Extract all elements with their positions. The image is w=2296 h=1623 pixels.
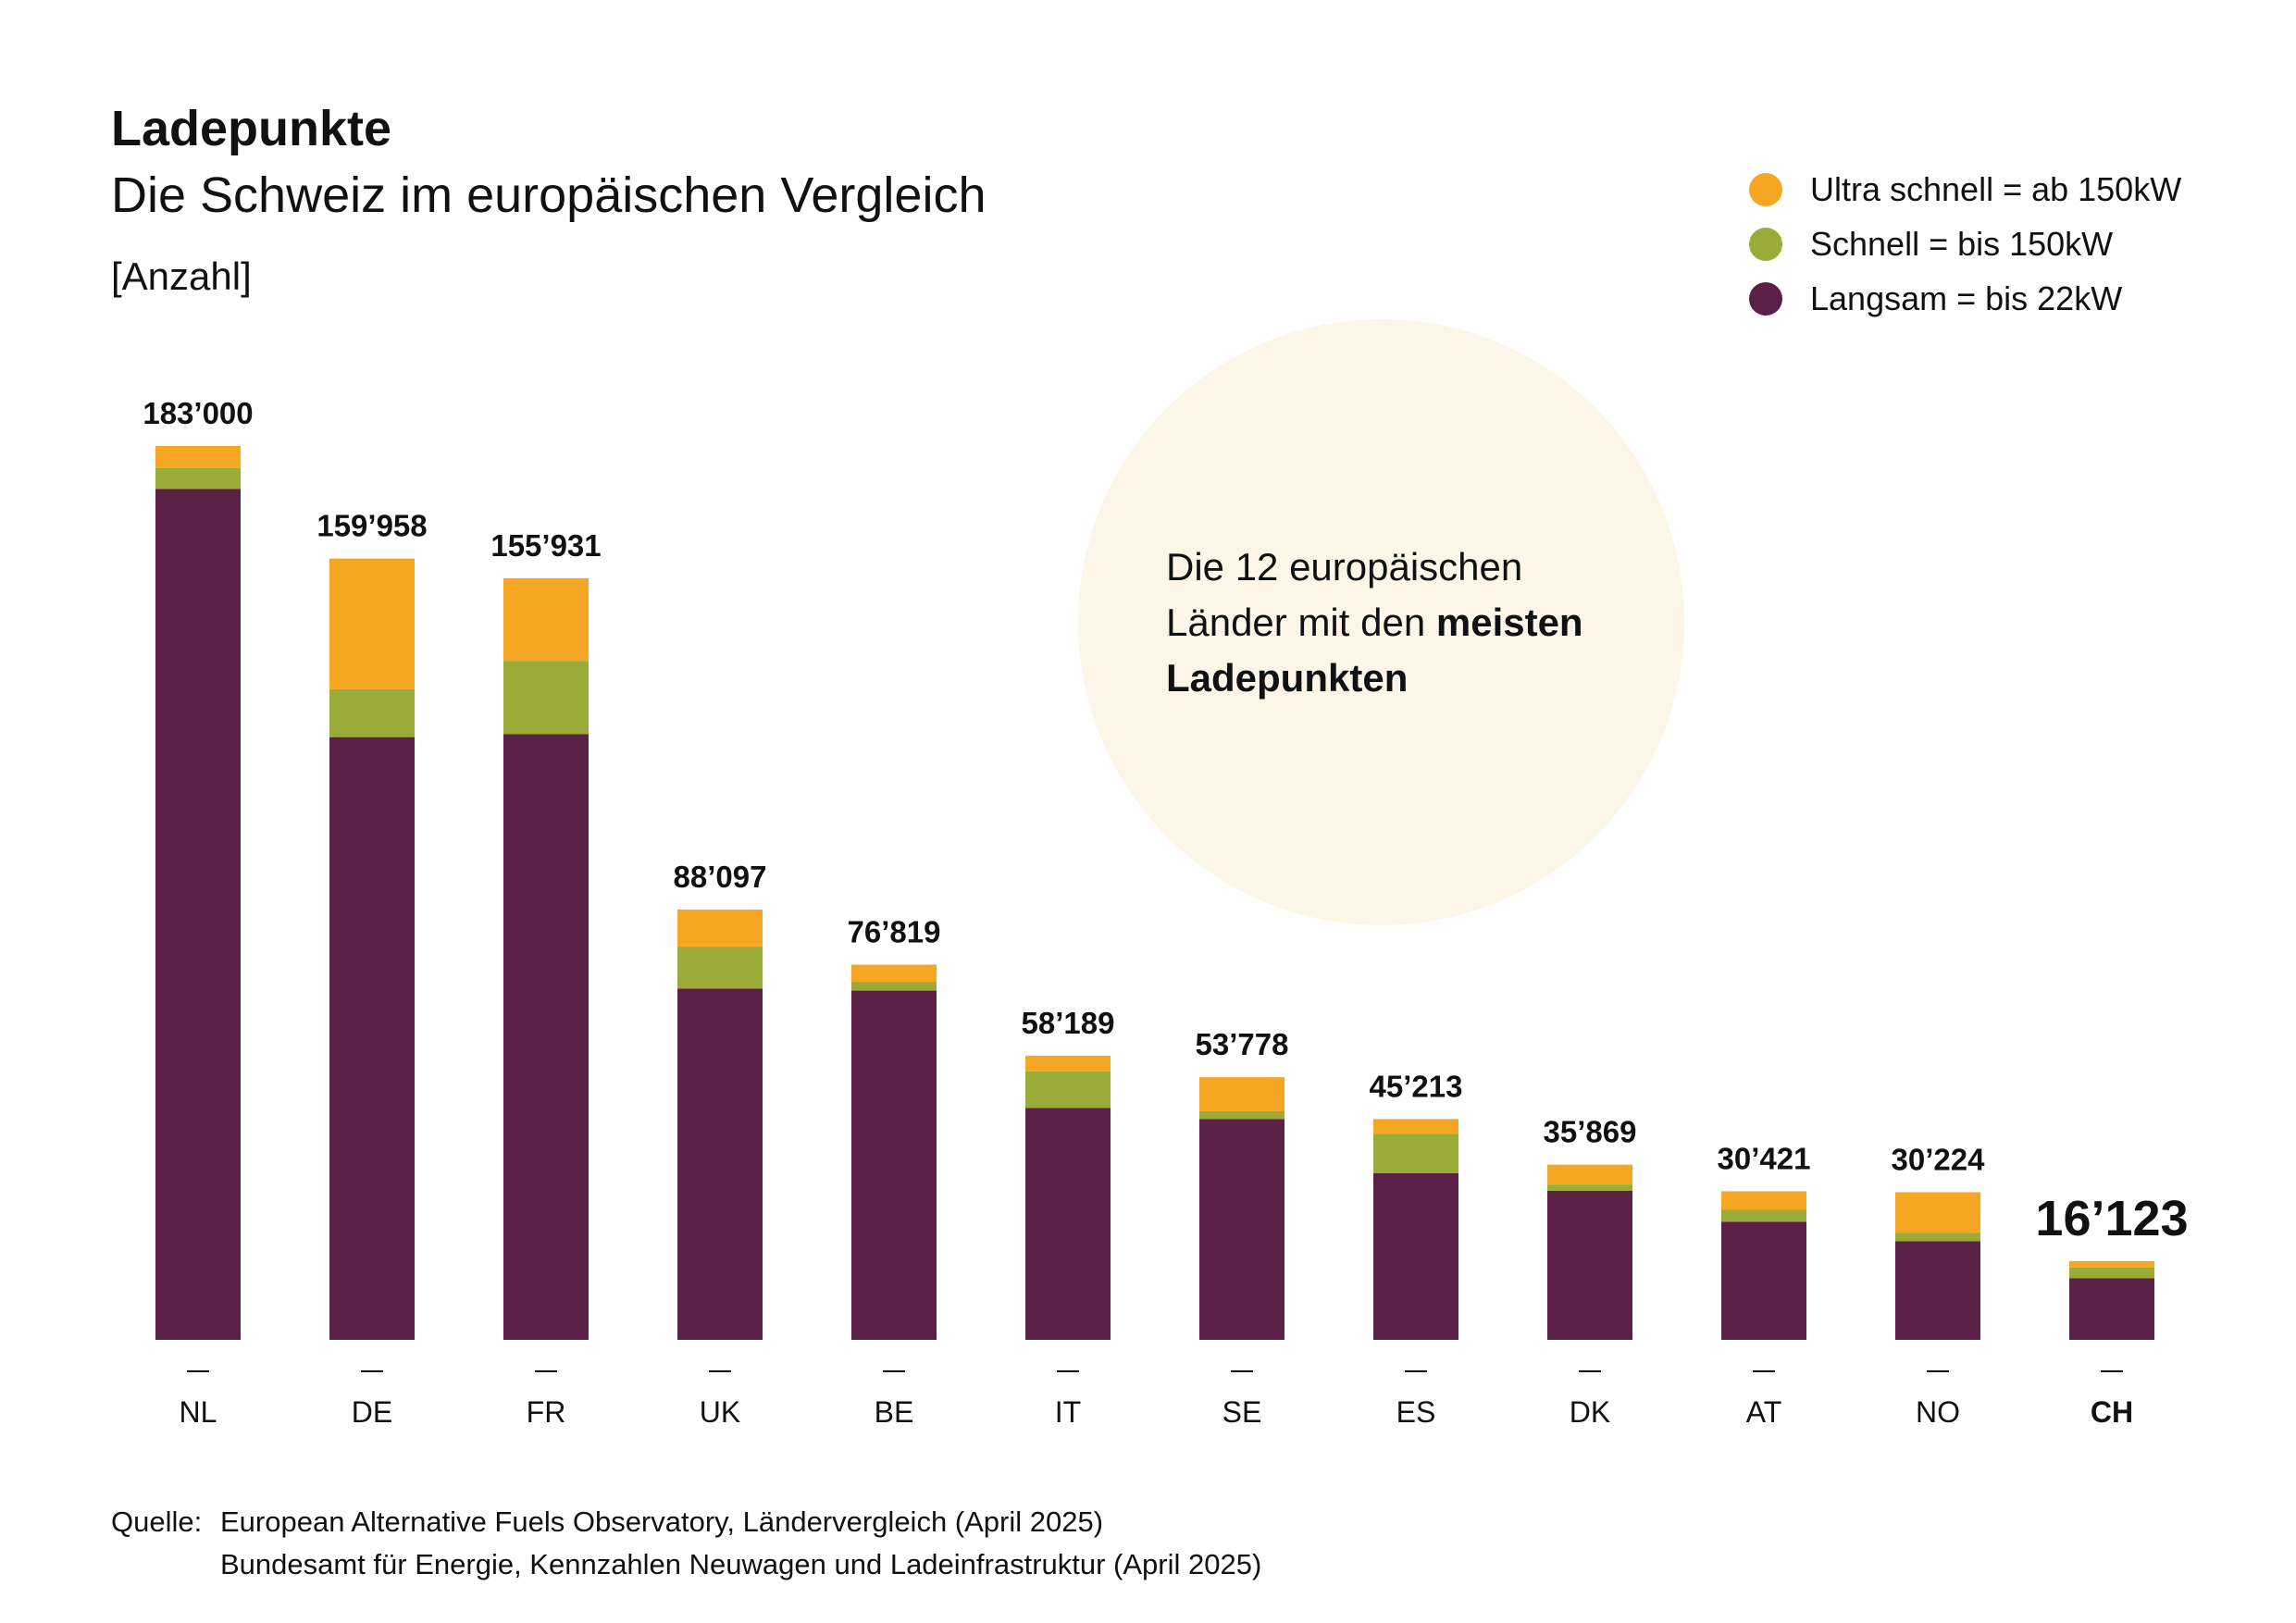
callout-text: Die 12 europäischen Länder mit den meist… [1166, 539, 1684, 706]
legend: Ultra schnell = ab 150kW Schnell = bis 1… [1749, 162, 2181, 326]
bar-dk-schnell [1547, 1184, 1632, 1191]
bar-at-schnell [1721, 1209, 1806, 1222]
bar-nl-langsam [155, 489, 241, 1340]
value-label-ch: 16’123 [2035, 1191, 2188, 1246]
bar-it-schnell [1025, 1071, 1111, 1109]
value-label-es: 45’213 [1370, 1069, 1463, 1103]
value-label-de: 159’958 [316, 509, 427, 543]
legend-dot-schnell [1749, 227, 1782, 261]
bar-de-langsam [329, 737, 415, 1340]
category-label-at: AT [1746, 1395, 1782, 1429]
category-label-ch: CH [2091, 1395, 2133, 1429]
value-label-dk: 35’869 [1544, 1115, 1637, 1149]
bar-se-langsam [1199, 1119, 1285, 1340]
category-label-es: ES [1396, 1395, 1436, 1429]
category-label-de: DE [352, 1395, 392, 1429]
category-label-no: NO [1916, 1395, 1960, 1429]
bar-nl-ultra-schnell [155, 446, 241, 468]
bar-ch-schnell [2069, 1267, 2154, 1279]
callout-line-2-bold: meisten [1435, 601, 1583, 644]
value-label-fr: 155’931 [490, 528, 601, 563]
bar-at-ultra-schnell [1721, 1191, 1806, 1210]
bar-fr-ultra-schnell [503, 577, 589, 662]
unit-label: [Anzahl] [111, 254, 252, 298]
bar-uk-schnell [677, 947, 763, 989]
bar-de-ultra-schnell [329, 558, 415, 689]
legend-dot-langsam [1749, 281, 1782, 316]
bar-no-langsam [1895, 1241, 1980, 1340]
bar-nl-schnell [155, 467, 241, 489]
bar-at-langsam [1721, 1221, 1806, 1340]
bar-fr-langsam [503, 734, 589, 1340]
source-text-1: European Alternative Fuels Observatory, … [220, 1505, 1104, 1538]
labels-group: 183’000 NL 159’958 DE 155’931 FR 88’097 UK 76’81… [143, 396, 2188, 1429]
bar-dk-langsam [1547, 1191, 1632, 1340]
bar-es-langsam [1373, 1172, 1458, 1340]
legend-label-schnell: Schnell = bis 150kW [1810, 224, 2114, 263]
bar-ch-langsam [2069, 1278, 2154, 1340]
bar-uk-ultra-schnell [677, 909, 763, 948]
category-label-fr: FR [527, 1395, 566, 1429]
value-label-at: 30’421 [1718, 1141, 1811, 1175]
category-label-uk: UK [700, 1395, 740, 1429]
bar-se-schnell [1199, 1110, 1285, 1120]
legend-label-ultra-schnell: Ultra schnell = ab 150kW [1810, 169, 2182, 208]
bar-no-ultra-schnell [1895, 1192, 1980, 1233]
category-label-nl: NL [180, 1395, 217, 1429]
legend-item-schnell: Schnell = bis 150kW [1749, 217, 2181, 271]
value-label-be: 76’819 [848, 914, 941, 948]
legend-item-ultra-schnell: Ultra schnell = ab 150kW [1749, 162, 2181, 217]
category-label-it: IT [1055, 1395, 1081, 1429]
bar-be-langsam [851, 990, 937, 1340]
value-label-nl: 183’000 [143, 396, 253, 430]
callout-line-1: Die 12 europäischen [1166, 545, 1523, 588]
bar-fr-schnell [503, 661, 589, 735]
bar-uk-langsam [677, 988, 763, 1340]
callout-line-3-bold: Ladepunkten [1166, 656, 1409, 700]
bar-dk-ultra-schnell [1547, 1164, 1632, 1185]
category-label-se: SE [1222, 1395, 1262, 1429]
bar-es-schnell [1373, 1134, 1458, 1173]
chart-title: Ladepunkte [111, 101, 392, 156]
bar-ch-ultra-schnell [2069, 1260, 2154, 1268]
bar-se-ultra-schnell [1199, 1077, 1285, 1111]
bars-group [155, 446, 2154, 1340]
bar-be-schnell [851, 982, 937, 991]
bar-it-langsam [1025, 1108, 1111, 1340]
bar-no-schnell [1895, 1233, 1980, 1242]
callout-circle [1078, 319, 1684, 925]
category-label-be: BE [875, 1395, 914, 1429]
bar-be-ultra-schnell [851, 964, 937, 983]
value-label-se: 53’778 [1196, 1027, 1289, 1061]
legend-label-langsam: Langsam = bis 22kW [1810, 279, 2123, 317]
bar-de-schnell [329, 688, 415, 737]
source-line-2: Bundesamt für Energie, Kennzahlen Neuwag… [220, 1548, 1262, 1580]
chart-subtitle: Die Schweiz im europäischen Vergleich [111, 167, 987, 223]
legend-item-langsam: Langsam = bis 22kW [1749, 271, 2181, 326]
value-label-no: 30’224 [1892, 1142, 1986, 1176]
source-note: Quelle: European Alternative Fuels Observ… [111, 1501, 1261, 1586]
legend-dot-ultra-schnell [1749, 172, 1782, 206]
source-label: Quelle: [111, 1505, 203, 1538]
callout-line-2: Länder mit den [1166, 601, 1436, 644]
source-line-1: Quelle: European Alternative Fuels Observ… [111, 1501, 1261, 1543]
value-label-uk: 88’097 [674, 860, 767, 894]
bar-es-ultra-schnell [1373, 1119, 1458, 1134]
bar-it-ultra-schnell [1025, 1055, 1111, 1072]
category-label-dk: DK [1570, 1395, 1610, 1429]
value-label-it: 58’189 [1022, 1006, 1115, 1040]
